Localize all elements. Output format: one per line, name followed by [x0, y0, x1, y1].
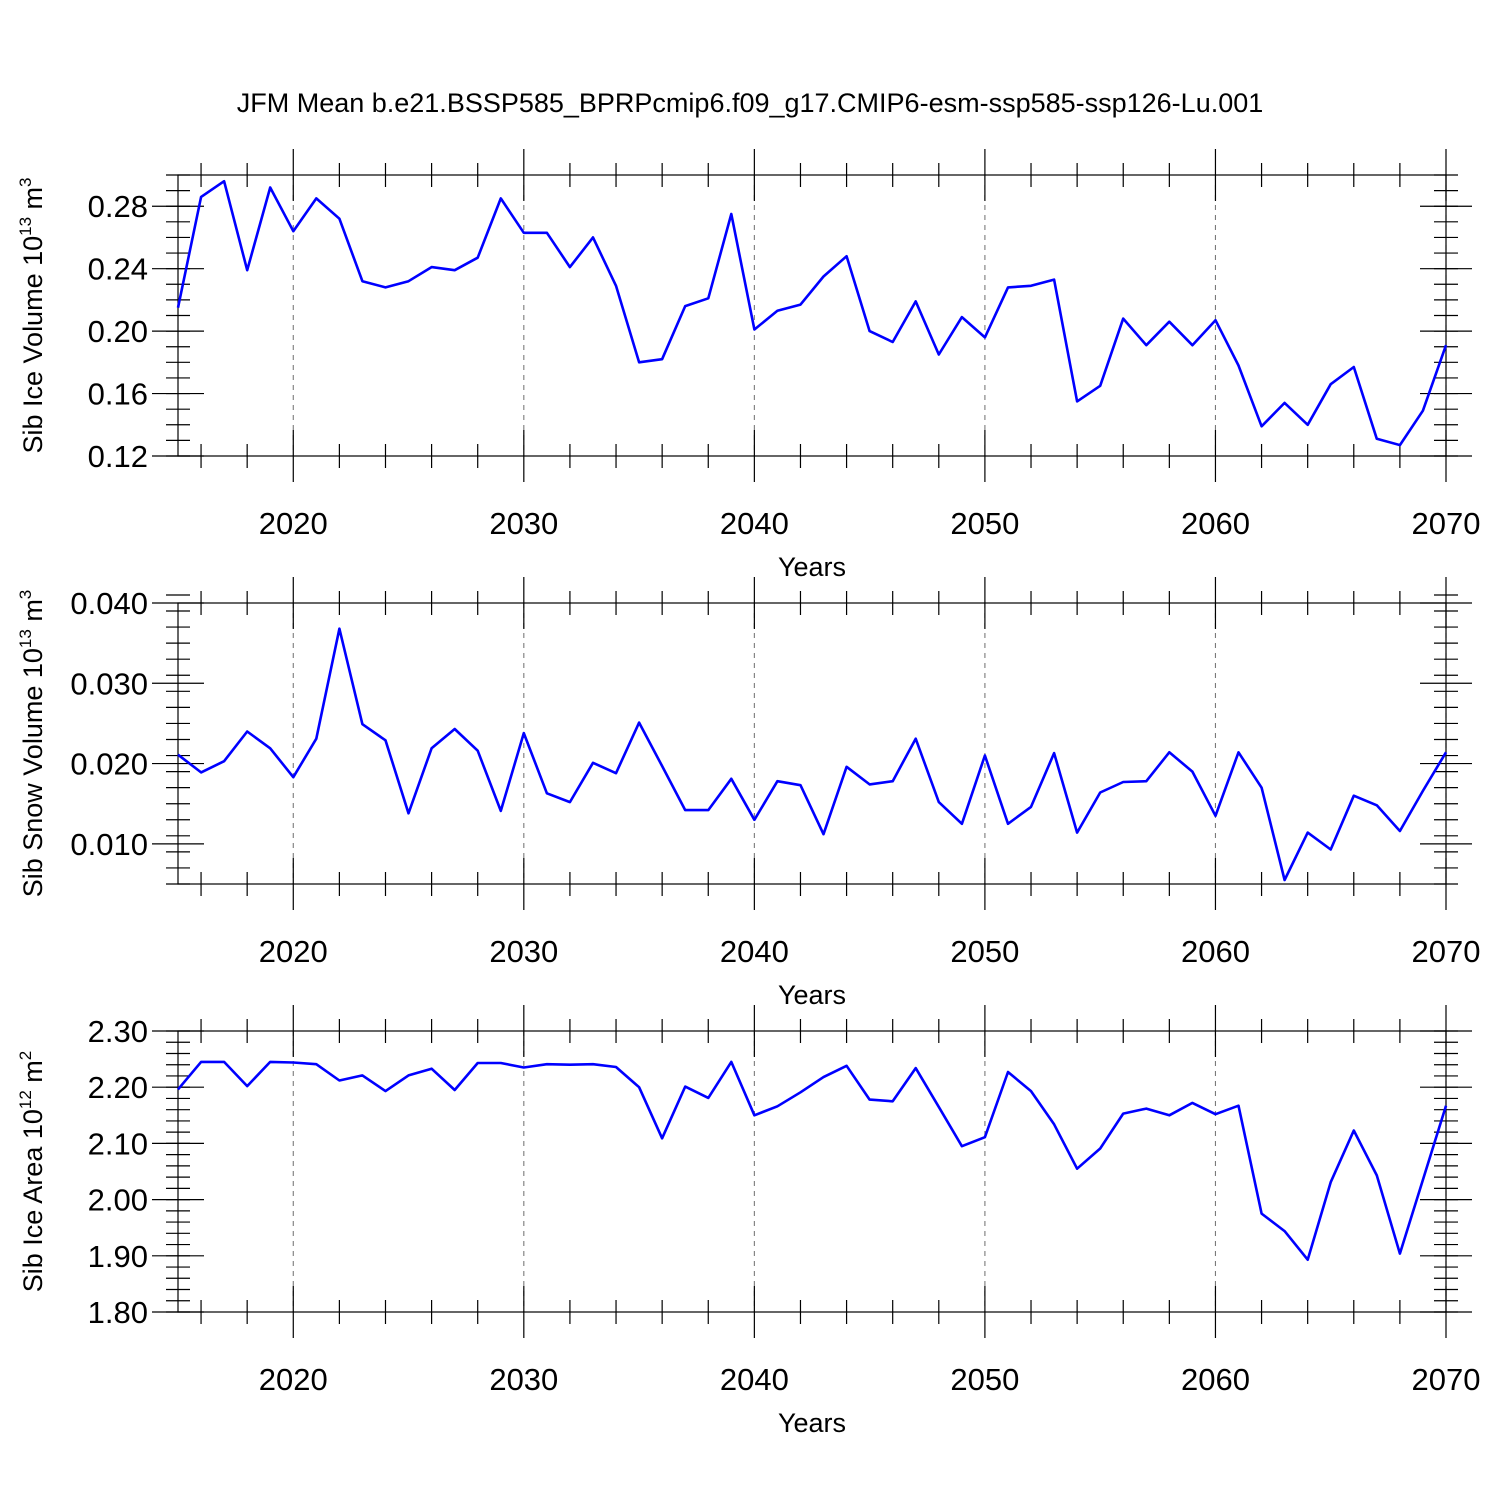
y-tick-label: 1.90	[88, 1239, 148, 1274]
x-tick-label: 2040	[720, 934, 789, 969]
y-axis-label-unit: m	[18, 187, 48, 217]
x-tick-label: 2070	[1412, 934, 1481, 969]
series-line	[176, 179, 1448, 447]
y-axis-label-unit: m	[18, 599, 48, 629]
x-tick-label: 2070	[1412, 1362, 1481, 1397]
y-axis-label-unit-exponent: 2	[16, 1051, 35, 1060]
y-axis-label: Sib Snow Volume 1013 m3	[16, 590, 48, 898]
x-tick-label: 2060	[1181, 506, 1250, 541]
x-axis-label: Years	[778, 1408, 846, 1438]
y-tick-label: 0.030	[70, 666, 148, 701]
x-tick-label: 2040	[720, 506, 789, 541]
y-axis-label-unit-exponent: 3	[16, 177, 35, 186]
y-tick-label: 0.20	[88, 314, 148, 349]
x-axis-label: Years	[778, 552, 846, 582]
x-tick-label: 2030	[489, 934, 558, 969]
x-tick-label: 2060	[1181, 934, 1250, 969]
y-axis-label-text: Sib Snow Volume 10	[18, 648, 48, 897]
x-tick-label: 2030	[489, 1362, 558, 1397]
x-tick-label: 2050	[950, 934, 1019, 969]
x-tick-label: 2070	[1412, 506, 1481, 541]
y-tick-label: 2.30	[88, 1014, 148, 1049]
x-tick-label: 2020	[259, 1362, 328, 1397]
y-tick-label: 0.16	[88, 377, 148, 412]
y-tick-label: 2.00	[88, 1183, 148, 1218]
plot-frame	[177, 1030, 1447, 1313]
y-axis-label-exponent: 13	[16, 217, 35, 236]
y-tick-label: 1.80	[88, 1295, 148, 1330]
panels: 0.12 0.16 0.20 0.24 0.28 2020 2030 2040 2050 2060…	[16, 149, 1480, 1438]
y-axis-label: Sib Ice Volume 1013 m3	[16, 177, 48, 453]
y-axis-label-text: Sib Ice Volume 10	[18, 236, 48, 454]
y-tick-label: 0.010	[70, 827, 148, 862]
x-tick-label: 2040	[720, 1362, 789, 1397]
x-tick-label: 2020	[259, 934, 328, 969]
y-axis-label-text: Sib Ice Area 10	[18, 1109, 48, 1292]
y-tick-label: 0.24	[88, 252, 148, 287]
y-tick-label: 0.040	[70, 586, 148, 621]
y-tick-label: 0.020	[70, 747, 148, 782]
x-tick-label: 2060	[1181, 1362, 1250, 1397]
y-tick-label: 2.20	[88, 1070, 148, 1105]
y-axis-label-unit: m	[18, 1060, 48, 1090]
x-tick-label: 2050	[950, 1362, 1019, 1397]
x-tick-label: 2020	[259, 506, 328, 541]
x-axis-label: Years	[778, 980, 846, 1010]
x-tick-label: 2030	[489, 506, 558, 541]
x-tick-label: 2050	[950, 506, 1019, 541]
plot-frame	[177, 602, 1447, 885]
series-line	[177, 627, 1448, 882]
figure-title: JFM Mean b.e21.BSSP585_BPRPcmip6.f09_g17…	[237, 88, 1264, 118]
y-axis-label-exponent: 13	[16, 629, 35, 648]
y-tick-label: 0.12	[88, 439, 148, 474]
series-line	[177, 1060, 1448, 1261]
y-tick-label: 2.10	[88, 1126, 148, 1161]
y-tick-label: 0.28	[88, 189, 148, 224]
panel-1: 0.12 0.16 0.20 0.24 0.28 2020 2030 2040 2050 2060…	[16, 149, 1480, 582]
y-axis-label: Sib Ice Area 1012 m2	[16, 1051, 48, 1293]
y-axis-label-exponent: 12	[16, 1090, 35, 1109]
panel-2: 0.010 0.020 0.030 0.040 2020 2030 2040 2050 2060…	[16, 577, 1480, 1010]
panel-3: 1.80 1.90 2.00 2.10 2.20 2.30 2020 2030 2040 2050…	[16, 1005, 1480, 1438]
y-axis-label-unit-exponent: 3	[16, 590, 35, 599]
